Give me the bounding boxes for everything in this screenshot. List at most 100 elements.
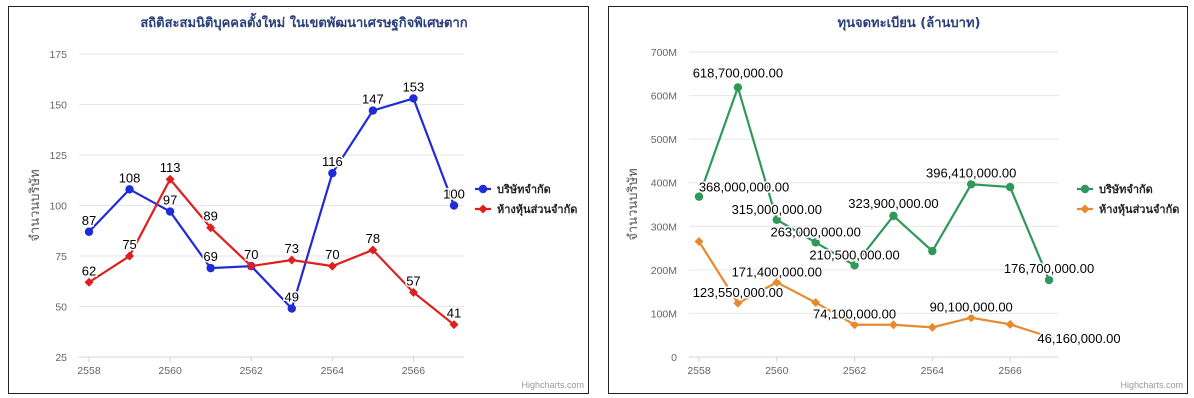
data-point [368, 106, 378, 115]
data-point [409, 94, 418, 103]
data-point [246, 261, 256, 271]
data-point [850, 320, 860, 330]
data-label: 62 [82, 263, 96, 278]
data-point [165, 207, 175, 216]
data-label: 73 [285, 241, 299, 256]
y-tick-label: 400M [651, 178, 677, 190]
data-label: 41 [447, 306, 461, 321]
y-axis-label: จำนวนบริษัท [626, 168, 641, 240]
data-label: 57 [406, 273, 420, 288]
data-label: 618,700,000.00 [693, 65, 783, 80]
data-label: 89 [203, 209, 217, 224]
highcharts-credit: Highcharts.com [521, 380, 584, 390]
data-point [772, 277, 782, 287]
data-point [733, 298, 743, 308]
data-label: 70 [244, 247, 258, 262]
data-point [327, 261, 337, 271]
data-point [408, 287, 418, 297]
y-tick-label: 100M [651, 308, 677, 320]
data-label: 315,000,000.00 [732, 202, 822, 217]
legend-marker [1080, 184, 1090, 194]
data-point [850, 261, 859, 270]
data-label: 113 [160, 160, 181, 175]
y-tick-label: 600M [651, 91, 677, 103]
data-label: 368,000,000.00 [699, 180, 789, 195]
y-tick-label: 300M [651, 221, 677, 233]
y-tick-label: 175 [49, 49, 67, 61]
data-label: 323,900,000.00 [848, 196, 938, 211]
y-tick-label: 125 [49, 150, 67, 162]
series-line [88, 97, 456, 311]
data-label: 74,100,000.00 [813, 307, 896, 322]
legend-item-label: ห้างหุ้นส่วนจำกัด [497, 203, 577, 217]
x-tick-label: 2558 [687, 365, 711, 377]
data-point [206, 263, 215, 273]
data-label: 153 [403, 79, 425, 94]
chart-title: ทุนจดทะเบียน (ล้านบาท) [838, 15, 981, 31]
data-label: 147 [362, 92, 384, 107]
data-point [84, 277, 94, 287]
x-tick-label: 2566 [402, 365, 426, 377]
y-tick-label: 25 [55, 352, 67, 364]
x-tick-label: 2562 [240, 365, 264, 377]
legend-item-label: บริษัทจำกัด [497, 183, 551, 196]
legend-marker [1080, 204, 1090, 214]
data-label: 210,500,000.00 [809, 247, 899, 262]
x-tick-label: 2560 [765, 365, 789, 377]
data-point [694, 192, 704, 201]
data-point [165, 174, 175, 184]
data-point [888, 320, 898, 330]
legend-marker [478, 204, 488, 214]
data-point [889, 211, 898, 221]
legend-item-label: ห้างหุ้นส่วนจำกัด [1099, 203, 1179, 217]
x-tick-label: 2564 [921, 365, 945, 377]
y-axis-label: จำนวนบริษัท [28, 169, 43, 241]
data-point [125, 251, 135, 261]
data-point [125, 185, 134, 194]
data-point [927, 322, 937, 332]
y-tick-label: 75 [55, 251, 67, 263]
data-point [1005, 319, 1015, 329]
chart-panel-new-entities: สถิติสะสมนิติบุคคลตั้งใหม่ ในเขตพัฒนาเศร… [8, 6, 589, 394]
data-point [772, 215, 781, 224]
chart-new-entities: สถิติสะสมนิติบุคคลตั้งใหม่ ในเขตพัฒนาเศร… [28, 12, 584, 390]
x-tick-label: 2566 [998, 365, 1022, 377]
y-tick-label: 100 [49, 201, 67, 213]
data-label: 396,410,000.00 [926, 165, 1016, 180]
data-point [967, 180, 976, 189]
data-point [966, 313, 976, 323]
y-tick-label: 0 [671, 352, 677, 364]
data-point [811, 298, 821, 308]
data-point [1005, 182, 1015, 192]
data-label: 97 [163, 193, 177, 208]
series-line [88, 177, 455, 326]
y-tick-label: 50 [55, 302, 67, 314]
x-tick-label: 2564 [321, 365, 345, 377]
data-label: 49 [285, 290, 299, 305]
data-label: 70 [244, 247, 258, 262]
data-label: 70 [325, 247, 339, 262]
y-tick-label: 700M [651, 47, 677, 59]
data-point [1044, 332, 1054, 342]
data-label: 116 [322, 154, 343, 169]
data-point [928, 246, 937, 256]
y-tick-label: 500M [651, 134, 677, 146]
data-label: 176,700,000.00 [1004, 261, 1094, 276]
data-point [1044, 275, 1054, 285]
data-label: 123,550,000.00 [693, 285, 783, 300]
x-tick-label: 2562 [843, 365, 867, 377]
legend-item-label: บริษัทจำกัด [1099, 183, 1153, 196]
data-label: 78 [366, 231, 380, 246]
data-label: 87 [82, 213, 96, 228]
data-label: 69 [203, 249, 217, 264]
data-point [733, 83, 743, 92]
data-point [206, 223, 216, 233]
x-tick-label: 2560 [158, 365, 182, 377]
data-label: 108 [119, 170, 141, 185]
data-label: 75 [122, 237, 136, 252]
data-point [694, 237, 704, 247]
series-line [698, 240, 1050, 338]
chart-title: สถิติสะสมนิติบุคคลตั้งใหม่ ในเขตพัฒนาเศร… [140, 12, 467, 32]
data-point [287, 255, 297, 265]
data-label: 46,160,000.00 [1037, 331, 1120, 346]
